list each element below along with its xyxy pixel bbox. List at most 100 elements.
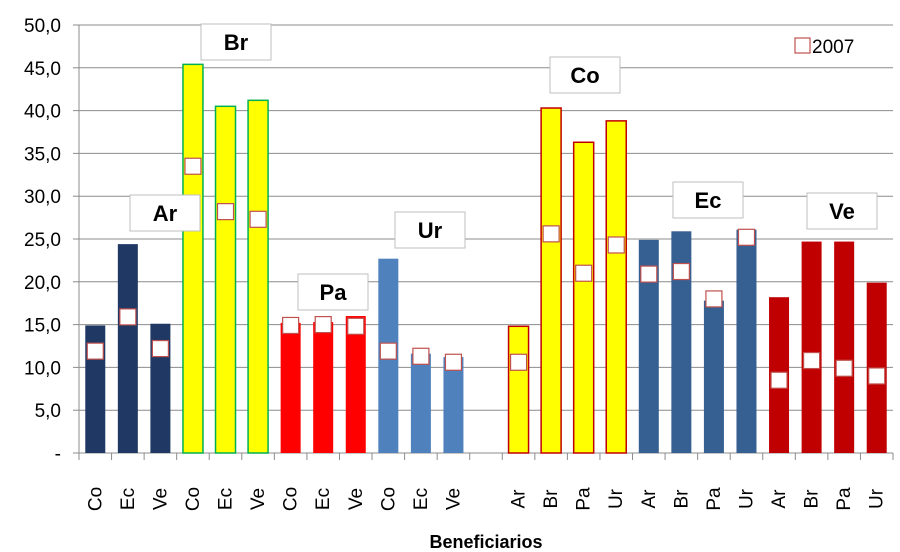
- marker-2007-ec-pa: [705, 290, 723, 308]
- y-tick-label: -: [55, 444, 61, 465]
- markers-2007: [86, 157, 886, 389]
- y-tick-label: 15,0: [24, 316, 61, 337]
- group-label-box: [297, 273, 369, 311]
- bar-ar-ec: [117, 244, 138, 453]
- marker-2007-ar-ve: [151, 339, 169, 358]
- x-tick-label: Ve: [150, 488, 171, 510]
- y-tick-label: 10,0: [24, 358, 61, 379]
- bar-br-ve: [247, 99, 269, 454]
- marker-2007-ur-ve: [444, 353, 463, 371]
- x-tick-label: Ec: [313, 488, 334, 510]
- marker-2007-ec-ar: [640, 265, 658, 283]
- x-tick-label: Co: [378, 487, 399, 511]
- bar-co-br: [540, 107, 562, 454]
- legend-marker-2007: [794, 37, 811, 54]
- bar-ec-ar: [638, 239, 659, 453]
- x-tick-label: Co: [281, 487, 302, 511]
- group-label-box: [806, 192, 878, 230]
- x-tick-label: Ur: [606, 488, 627, 509]
- x-tick-label: Ec: [216, 488, 237, 510]
- x-tick-label: Co: [85, 487, 106, 511]
- bar-ur-ve: [443, 357, 464, 453]
- gridlines: [79, 24, 893, 411]
- x-tick-label: Pa: [834, 487, 855, 511]
- bar-pa-co: [280, 322, 301, 453]
- marker-2007-ec-ur: [737, 228, 756, 246]
- bar-pa-ec: [313, 322, 334, 453]
- bar-br-ec: [214, 105, 237, 454]
- group-label-box: [394, 211, 466, 249]
- y-tick-label: 35,0: [24, 144, 61, 165]
- legend-label-2007: 2007: [812, 37, 854, 58]
- x-tick-label: Ur: [867, 488, 888, 509]
- y-tick-label: 5,0: [35, 401, 61, 422]
- marker-2007-ar-ec: [119, 308, 137, 326]
- group-label-ve: Ve: [829, 199, 855, 224]
- group-label-box: [200, 23, 272, 61]
- marker-2007-ur-co: [379, 342, 397, 360]
- marker-2007-ec-br: [672, 262, 690, 281]
- marker-2007-br-ec: [216, 203, 235, 221]
- group-label-ec: Ec: [695, 188, 722, 213]
- y-tick-label: 50,0: [24, 16, 61, 37]
- marker-2007-ve-ur: [868, 367, 886, 385]
- bar-ve-pa: [834, 241, 855, 453]
- x-tick-label: Ar: [769, 489, 790, 509]
- x-tick-label: Ec: [118, 488, 139, 510]
- marker-2007-ur-ec: [412, 347, 430, 365]
- group-label-box: [672, 181, 744, 219]
- x-tick-label: Ve: [443, 488, 464, 510]
- bar-ur-ec: [410, 353, 431, 453]
- y-tick-label: 40,0: [24, 102, 61, 123]
- x-tick-label: Br: [671, 489, 692, 509]
- bar-co-pa: [572, 141, 595, 454]
- marker-2007-pa-ec: [314, 316, 332, 334]
- group-label-box: [129, 194, 201, 232]
- y-tick-label: 45,0: [24, 59, 61, 80]
- marker-2007-co-br: [542, 225, 560, 243]
- marker-2007-ve-pa: [835, 359, 853, 377]
- group-label-ur: Ur: [418, 218, 443, 243]
- marker-2007-ve-ar: [770, 371, 788, 389]
- group-label-co: Co: [570, 63, 599, 88]
- marker-2007-ar-co: [86, 342, 104, 360]
- x-tick-label: Pa: [704, 487, 725, 511]
- bar-ec-br: [671, 231, 692, 453]
- y-tick-label: 30,0: [24, 187, 61, 208]
- x-tick-label: Pa: [574, 487, 595, 511]
- marker-2007-ve-br: [802, 351, 821, 370]
- x-tick-label: Br: [541, 489, 562, 509]
- bar-co-ur: [605, 120, 627, 454]
- bar-ve-br: [801, 241, 822, 453]
- x-tick-label: Ar: [639, 489, 660, 509]
- x-tick-label: Ve: [346, 488, 367, 510]
- x-tick-label: Br: [802, 489, 823, 509]
- marker-2007-co-ar: [509, 353, 528, 371]
- marker-2007-co-pa: [575, 264, 593, 282]
- marker-2007-br-co: [184, 157, 202, 175]
- legend: 2007: [794, 37, 854, 58]
- bar-ec-ur: [736, 229, 757, 453]
- group-label-ar: Ar: [153, 201, 178, 226]
- group-label-br: Br: [224, 30, 249, 55]
- group-label-pa: Pa: [320, 280, 348, 305]
- x-axis-title: Beneficiarios: [429, 532, 542, 552]
- bar-co-ar: [507, 325, 530, 454]
- group-label-box: [549, 56, 621, 94]
- bar-ec-pa: [703, 300, 724, 453]
- y-tick-label: 25,0: [24, 230, 61, 251]
- bar-br-co: [182, 63, 204, 454]
- marker-2007-br-ve: [249, 210, 267, 228]
- marker-2007-pa-ve: [347, 317, 365, 335]
- x-tick-label: Ec: [411, 488, 432, 510]
- axes: - 5,0 10,0 15,0 20,0 25,0 30,0 35,0 40,0 45,0 50,0…: [24, 16, 894, 511]
- y-tick-label: 20,0: [24, 273, 61, 294]
- group-labels: Ar Br Pa Ur Co Ec Ve: [129, 23, 878, 311]
- bars: [85, 63, 887, 454]
- x-tick-label: Ar: [509, 489, 530, 509]
- marker-2007-pa-co: [282, 316, 300, 335]
- marker-2007-co-ur: [607, 236, 625, 254]
- x-tick-label: Co: [183, 487, 204, 511]
- x-tick-label: Ve: [248, 488, 269, 510]
